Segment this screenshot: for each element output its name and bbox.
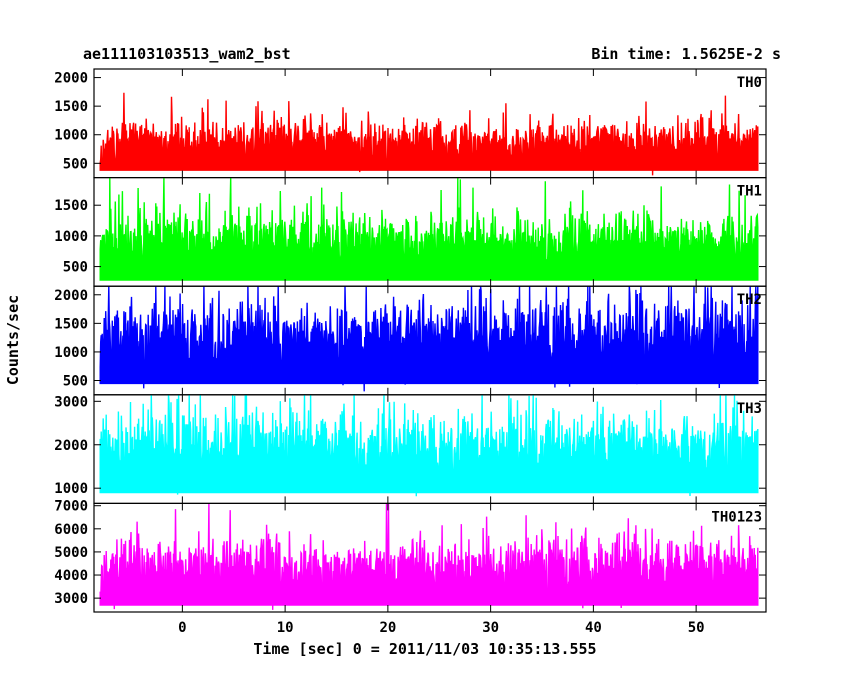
- panel-label: TH0: [737, 75, 762, 91]
- x-tick-label: 0: [178, 620, 186, 636]
- panel-th2: 500 1000 1500 2000 TH2: [54, 285, 767, 396]
- panel-label: TH2: [737, 292, 762, 308]
- y-tick-label: 3000: [54, 591, 88, 607]
- x-axis-label: Time [sec] 0 = 2011/11/03 10:35:13.555: [253, 640, 596, 658]
- x-tick-label: 40: [585, 620, 602, 636]
- y-tick-label: 500: [63, 374, 88, 390]
- panel-label: TH0123: [711, 509, 762, 525]
- y-tick-label: 1000: [54, 481, 88, 497]
- series-th3: [99, 394, 759, 497]
- series-th2: [99, 286, 759, 392]
- series-th1: [99, 177, 759, 281]
- panel-frame: [93, 502, 767, 613]
- y-tick-label: 4000: [54, 568, 88, 584]
- x-tick-label: 10: [277, 620, 294, 636]
- y-tick-label: 2000: [54, 71, 88, 87]
- y-tick-label: 5000: [54, 545, 88, 561]
- panel-th3: 1000 2000 3000 TH3: [54, 394, 767, 504]
- series-th0: [99, 92, 759, 176]
- panel-label: TH3: [737, 401, 762, 417]
- y-axis-label: Counts/sec: [4, 295, 22, 385]
- y-tick-label: 3000: [54, 394, 88, 410]
- y-tick-label: 1500: [54, 316, 88, 332]
- chart-title-right: Bin time: 1.5625E-2 s: [591, 45, 781, 63]
- y-tick-label: 500: [63, 156, 88, 172]
- y-tick-label: 1500: [54, 198, 88, 214]
- series-th0123: [99, 503, 759, 610]
- y-tick-label: 500: [63, 260, 88, 276]
- y-tick-label: 1500: [54, 99, 88, 115]
- panel-th1: 500 1000 1500 TH1: [54, 177, 767, 287]
- chart-title-left: ae111103103513_wam2_bst: [83, 45, 291, 63]
- panel-th0123: 3000 4000 5000 6000 7000 TH0123: [54, 499, 767, 613]
- y-tick-label: 1000: [54, 229, 88, 245]
- panel-label: TH1: [737, 184, 762, 200]
- x-tick-label: 50: [688, 620, 705, 636]
- y-tick-label: 2000: [54, 438, 88, 454]
- y-tick-label: 2000: [54, 288, 88, 304]
- x-tick-label: 30: [482, 620, 499, 636]
- y-tick-label: 7000: [54, 499, 88, 515]
- y-tick-label: 1000: [54, 345, 88, 361]
- panel-th0: 500 1000 1500 2000 TH0: [54, 68, 767, 179]
- y-tick-label: 1000: [54, 128, 88, 144]
- x-tick-label: 20: [379, 620, 396, 636]
- y-tick-label: 6000: [54, 522, 88, 538]
